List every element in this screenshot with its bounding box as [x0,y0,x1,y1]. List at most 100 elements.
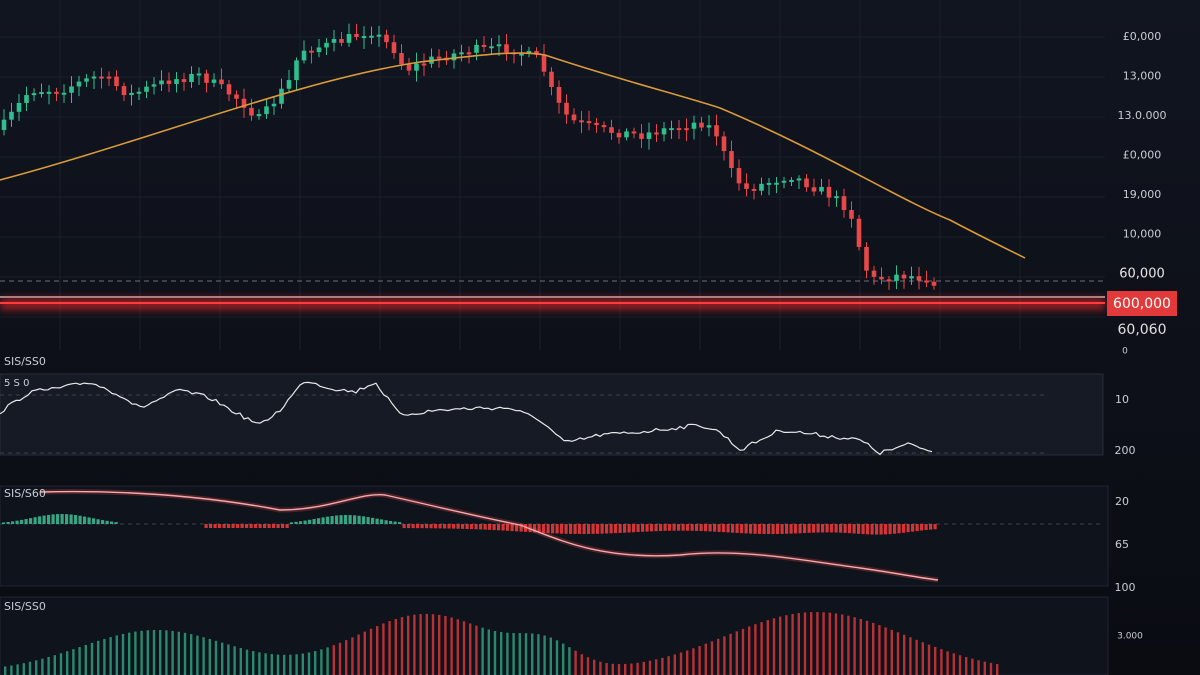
candle-body [804,178,809,188]
hist-bar [11,521,15,524]
hist-bar [375,518,379,524]
volume-bar [314,651,317,675]
hist-bar [15,520,19,524]
volume-bar [642,661,645,675]
candle-body [174,79,179,85]
axis-label: 13,000 [1123,70,1162,83]
volume-bar [983,661,986,675]
hist-bar [402,524,406,529]
volume-bar [345,640,348,675]
hist-bar [812,524,816,533]
candle-body [856,218,862,247]
hist-bar [411,524,415,529]
hist-bar [632,524,636,533]
hist-bar [267,524,271,528]
volume-bar [611,663,614,675]
hist-bar [735,524,739,533]
candles [1,23,937,290]
hist-bar [789,524,793,534]
candle-body [144,86,149,92]
candle-body [669,128,674,131]
hist-bar [596,524,600,534]
volume-bar [580,654,583,675]
axis-label: 200 [1115,444,1136,457]
candle-body [361,36,367,39]
volume-bar [252,651,255,675]
hist-bar [618,524,622,533]
volume-bar [940,649,943,675]
hist-bar [875,524,879,535]
hist-bar [393,521,397,524]
volume-bar [958,655,962,675]
hist-bar [623,524,627,533]
volume-bar [741,628,745,675]
axis-label: 19,000 [1123,188,1162,201]
volume-bar [97,640,100,675]
hist-bar [204,524,208,528]
volume-bar [549,637,552,675]
candle-body [399,53,404,65]
volume-bar [109,637,112,675]
hist-bar [915,524,919,532]
volume-bar [295,654,298,675]
hist-bar [933,524,937,530]
candle-body [526,50,532,54]
hist-bar [236,524,240,528]
hist-bar [276,524,280,528]
hist-bar [339,515,343,524]
candle-body [766,182,772,185]
candle-body [841,196,847,211]
candle-body [579,120,584,123]
hist-bar [461,524,465,529]
volume-bar [884,627,887,675]
volume-bar [41,658,44,675]
hist-bar [348,515,352,524]
volume-bar [630,663,633,675]
hist-bar [677,524,681,531]
hist-bar [398,522,402,524]
signal-line [39,490,939,581]
volume-bar [803,612,807,675]
hist-bar [866,524,870,535]
candle-body [909,276,914,279]
volume-bar [103,638,106,675]
volume-bar [692,648,695,675]
volume-bar [506,632,509,675]
hist-bar [56,514,60,524]
candle-body [234,94,239,99]
candle-body [249,107,254,116]
volume-bar [115,635,118,675]
volume-bar [524,633,528,675]
hist-bar [20,519,24,524]
hist-bar [222,524,226,528]
axis-label: 13.0.000 [1118,109,1167,122]
axis-label: £0,000 [1123,30,1162,43]
volume-bar [289,654,292,675]
volume-bar [977,660,980,675]
volume-bar [828,612,831,675]
volume-bar [462,621,466,675]
volume-bar [332,645,335,675]
candle-body [436,56,442,59]
hist-bar [105,520,109,524]
hist-bar [753,524,757,534]
volume-bar [599,661,602,675]
volume-bar [239,648,242,675]
volume-bar [183,632,187,675]
volume-bar [270,654,273,675]
candle-body [691,122,697,129]
hist-bar [636,524,640,533]
hist-bar [690,524,694,531]
volume-bar [481,627,484,675]
hist-bar [528,524,532,533]
volume-bar [593,659,596,675]
volume-bar [320,649,323,675]
price-label: 60,060 [1118,322,1167,338]
candle-body [706,125,712,128]
candle-body [901,274,907,279]
candle-body [331,39,337,43]
volume-bar [853,617,856,675]
candle-body [31,93,37,96]
candle-body [474,44,479,53]
